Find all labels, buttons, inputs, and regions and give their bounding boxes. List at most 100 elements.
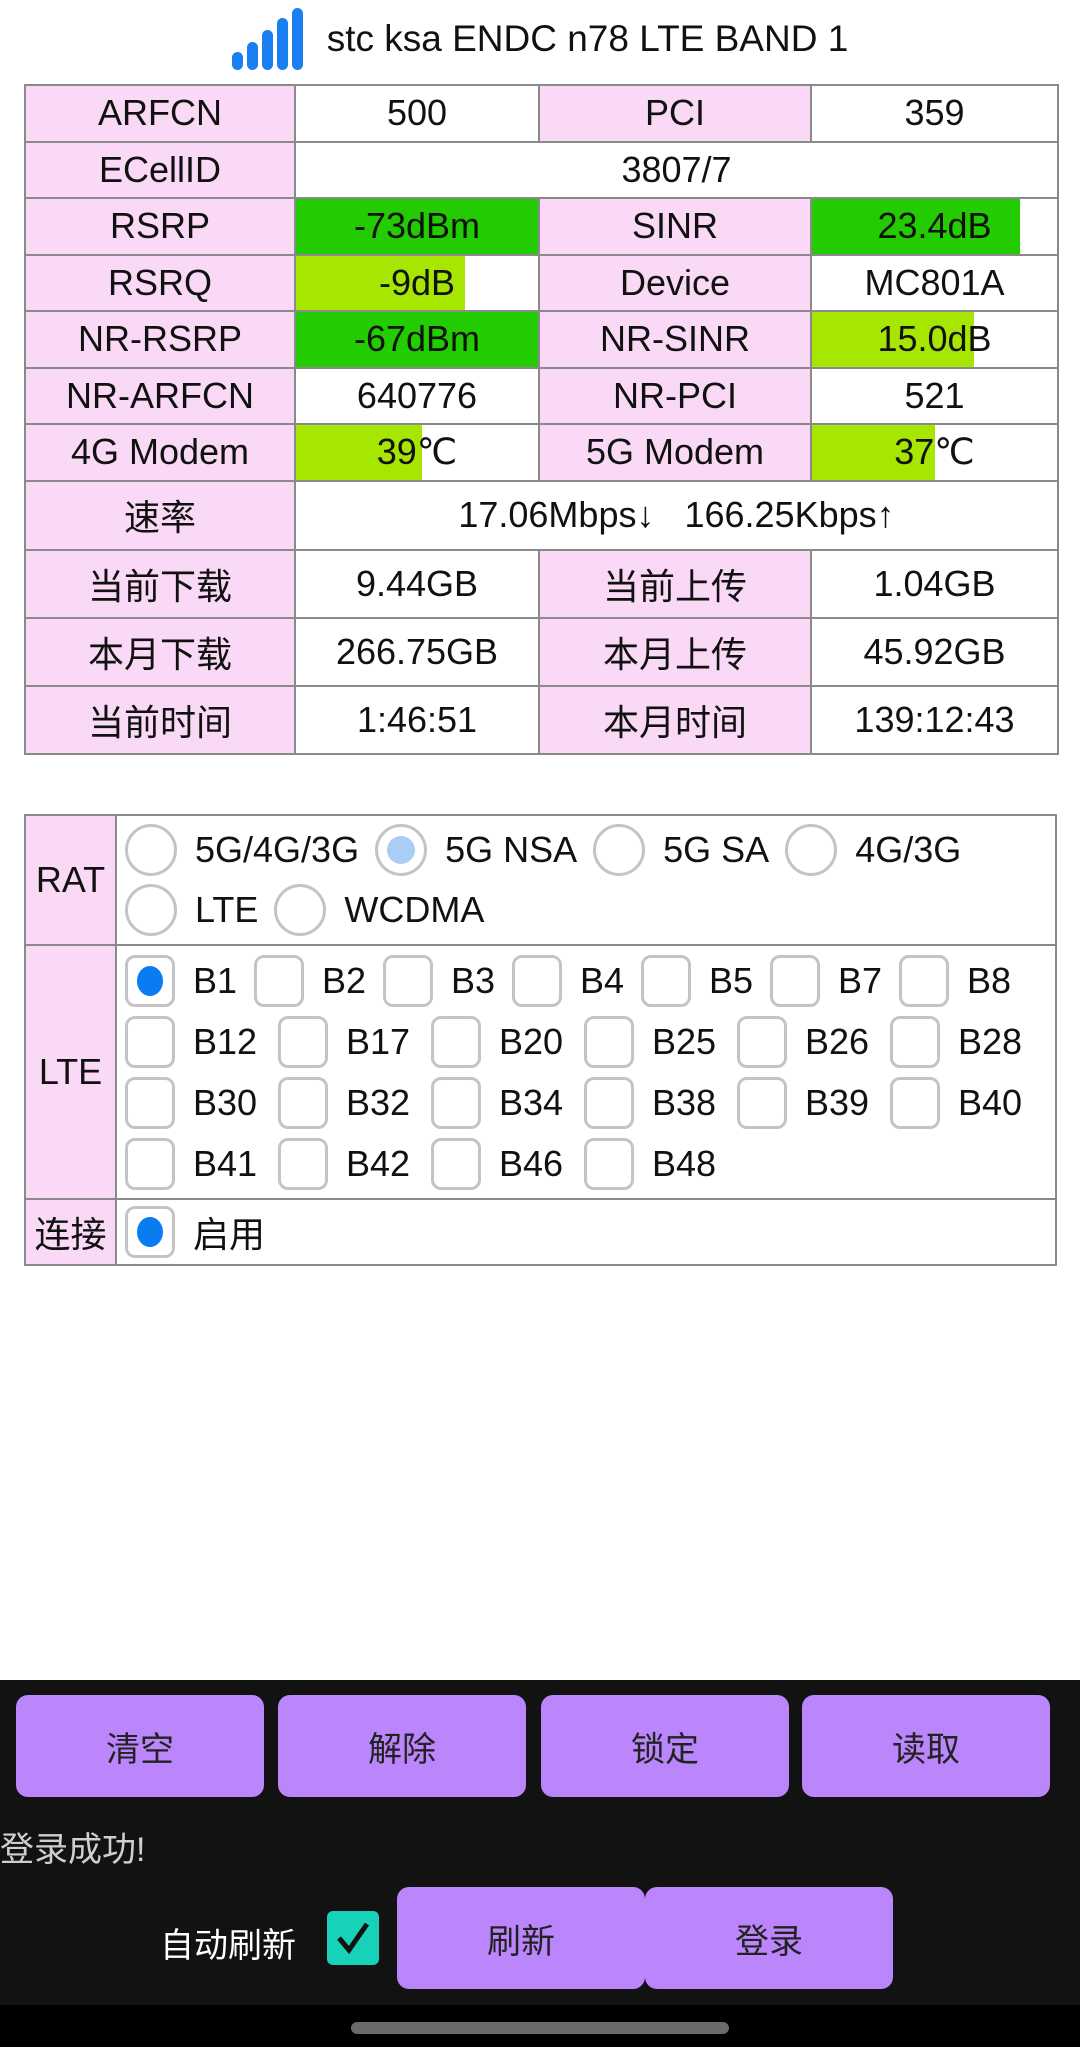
nr-arfcn-value: 640776 [294, 366, 540, 425]
band-label: B8 [967, 959, 1012, 1001]
band-option-b3[interactable]: B3 [383, 954, 512, 1007]
rat-radio[interactable] [375, 824, 428, 876]
band-option-b38[interactable]: B38 [584, 1076, 737, 1129]
band-checkbox[interactable] [125, 1015, 175, 1068]
band-option-b48[interactable]: B48 [584, 1137, 737, 1190]
rat-option[interactable]: 5G SA [593, 824, 769, 876]
read-button[interactable]: 读取 [802, 1695, 1050, 1797]
band-checkbox[interactable] [125, 1076, 175, 1129]
enable-checkbox[interactable] [125, 1206, 175, 1258]
band-option-b28[interactable]: B28 [890, 1015, 1043, 1068]
modem4g-value: 39℃ [376, 431, 458, 473]
ecellid-value: 3807/7 [294, 140, 1059, 199]
band-checkbox[interactable] [890, 1015, 940, 1068]
band-option-b5[interactable]: B5 [641, 954, 770, 1007]
band-checkbox[interactable] [278, 1137, 328, 1190]
band-option-b20[interactable]: B20 [431, 1015, 584, 1068]
band-option-b39[interactable]: B39 [737, 1076, 890, 1129]
band-label: B38 [652, 1081, 717, 1123]
ecellid-label: ECellID [24, 140, 296, 199]
rsrq-label: RSRQ [24, 253, 296, 312]
rsrp-bar [296, 199, 538, 254]
band-checkbox[interactable] [737, 1015, 787, 1068]
rat-radio[interactable] [785, 824, 838, 876]
connect-enable-option[interactable]: 启用 [125, 1206, 265, 1258]
band-checkbox[interactable] [770, 954, 820, 1007]
band-option-b2[interactable]: B2 [254, 954, 383, 1007]
band-label: B3 [451, 959, 496, 1001]
band-label: B39 [805, 1081, 870, 1123]
band-option-b40[interactable]: B40 [890, 1076, 1043, 1129]
cur-time-value: 1:46:51 [294, 684, 540, 755]
band-checkbox[interactable] [899, 954, 949, 1007]
band-checkbox[interactable] [431, 1015, 481, 1068]
lte-label: LTE [24, 944, 117, 1200]
rsrq-value: -9dB [378, 261, 456, 303]
band-checkbox[interactable] [584, 1076, 634, 1129]
home-handle[interactable] [351, 2022, 729, 2034]
rat-option-label: WCDMA [344, 889, 485, 930]
rat-radio[interactable] [593, 824, 646, 876]
band-option-b42[interactable]: B42 [278, 1137, 431, 1190]
band-checkbox[interactable] [890, 1076, 940, 1129]
band-option-b4[interactable]: B4 [512, 954, 641, 1007]
band-option-b30[interactable]: B30 [125, 1076, 278, 1129]
band-checkbox[interactable] [125, 954, 175, 1007]
rat-option[interactable]: WCDMA [274, 884, 484, 936]
band-option-b32[interactable]: B32 [278, 1076, 431, 1129]
band-label: B28 [958, 1020, 1023, 1062]
band-checkbox[interactable] [737, 1076, 787, 1129]
device-label: Device [538, 253, 812, 312]
band-checkbox[interactable] [584, 1015, 634, 1068]
rat-option[interactable]: 5G NSA [375, 824, 577, 876]
band-label: B26 [805, 1020, 870, 1062]
band-option-b7[interactable]: B7 [770, 954, 899, 1007]
band-checkbox[interactable] [278, 1076, 328, 1129]
table-row: RSRP -73dBm SINR 23.4dB [24, 197, 1059, 256]
band-checkbox[interactable] [278, 1015, 328, 1068]
sinr-cell: 23.4dB [810, 197, 1059, 256]
rat-radio[interactable] [274, 884, 327, 936]
band-option-b41[interactable]: B41 [125, 1137, 278, 1190]
band-checkbox[interactable] [125, 1137, 175, 1190]
arfcn-value: 500 [294, 84, 540, 143]
release-button[interactable]: 解除 [278, 1695, 526, 1797]
clear-button[interactable]: 清空 [16, 1695, 264, 1797]
band-checkbox[interactable] [254, 954, 304, 1007]
rat-label: RAT [24, 814, 117, 946]
band-option-b8[interactable]: B8 [899, 954, 1028, 1007]
lock-button[interactable]: 锁定 [541, 1695, 789, 1797]
band-checkbox[interactable] [584, 1137, 634, 1190]
auto-refresh-checkbox[interactable] [327, 1911, 379, 1965]
rat-radio[interactable] [125, 884, 177, 936]
rat-option[interactable]: LTE [125, 884, 258, 936]
band-checkbox[interactable] [512, 954, 562, 1007]
band-checkbox[interactable] [641, 954, 691, 1007]
rat-option-label: 5G SA [663, 829, 770, 870]
band-option-b17[interactable]: B17 [278, 1015, 431, 1068]
speed-label: 速率 [24, 479, 296, 551]
band-option-b26[interactable]: B26 [737, 1015, 890, 1068]
band-option-b25[interactable]: B25 [584, 1015, 737, 1068]
band-label: B1 [193, 959, 238, 1001]
band-checkbox[interactable] [383, 954, 433, 1007]
refresh-button[interactable]: 刷新 [397, 1887, 645, 1989]
band-option-b1[interactable]: B1 [125, 954, 254, 1007]
rat-option[interactable]: 5G/4G/3G [125, 824, 359, 876]
band-option-b34[interactable]: B34 [431, 1076, 584, 1129]
band-label: B4 [580, 959, 625, 1001]
rat-option-label: 5G NSA [445, 829, 578, 870]
signal-bars-icon [231, 8, 303, 70]
band-option-b12[interactable]: B12 [125, 1015, 278, 1068]
rat-option-label: 4G/3G [855, 829, 962, 870]
band-label: B34 [499, 1081, 564, 1123]
login-button[interactable]: 登录 [645, 1887, 893, 1989]
table-row: 速率 17.06Mbps↓ 166.25Kbps↑ [24, 479, 1059, 551]
band-option-b46[interactable]: B46 [431, 1137, 584, 1190]
rat-option[interactable]: 4G/3G [785, 824, 961, 876]
rsrp-value: -73dBm [353, 205, 481, 247]
rat-radio[interactable] [125, 824, 177, 876]
band-checkbox[interactable] [431, 1076, 481, 1129]
table-row: ECellID 3807/7 [24, 140, 1059, 199]
band-checkbox[interactable] [431, 1137, 481, 1190]
